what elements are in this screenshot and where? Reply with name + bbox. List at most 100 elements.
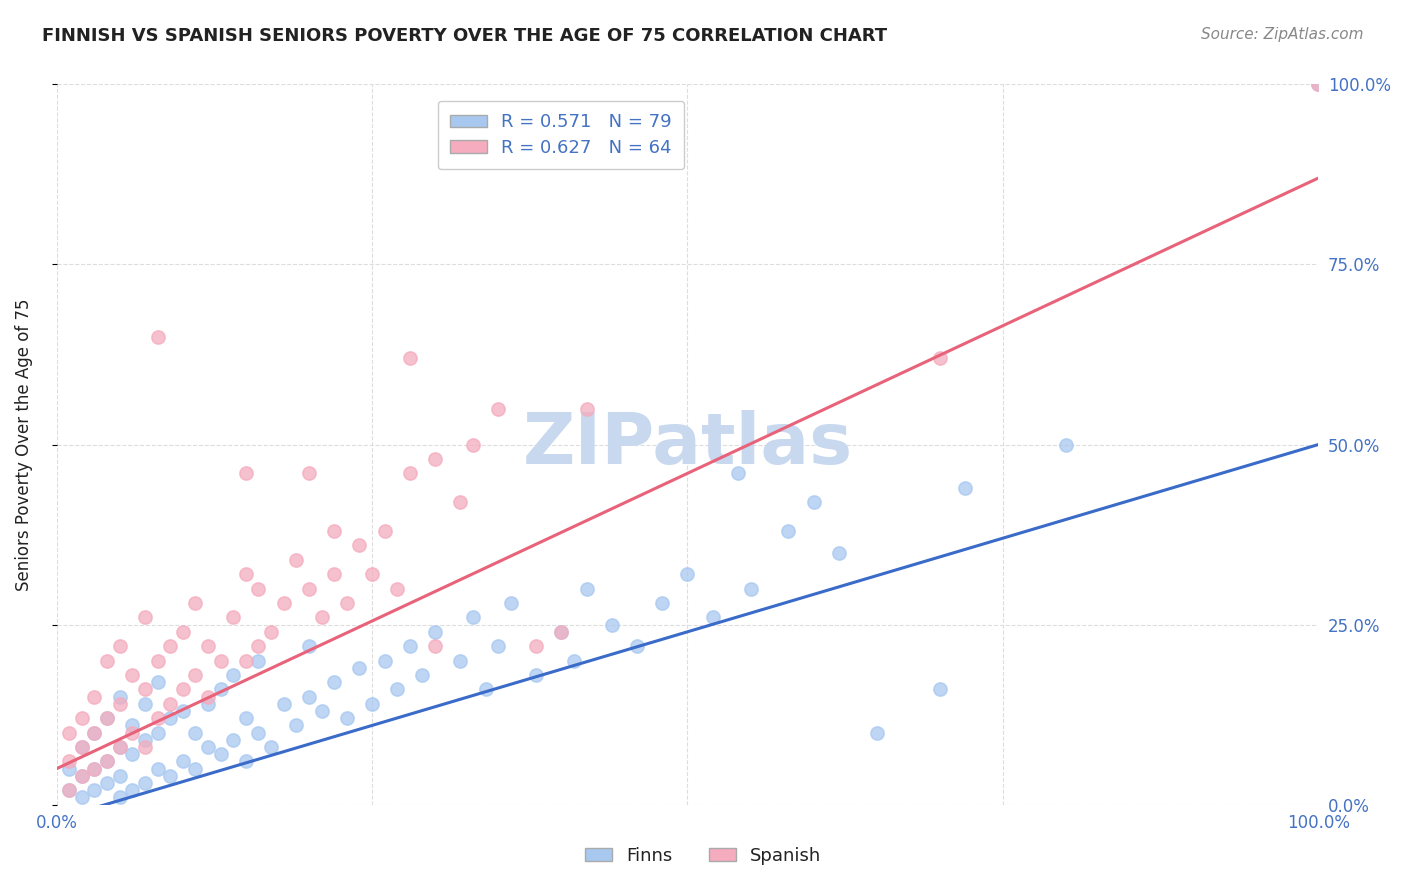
- Point: [235, 467, 257, 481]
- Point: [70, 790, 93, 805]
- Point: [146, 654, 169, 668]
- Point: [70, 769, 93, 783]
- Point: [209, 654, 232, 668]
- Point: [423, 639, 446, 653]
- Point: [159, 711, 181, 725]
- Point: [146, 329, 169, 343]
- Point: [146, 711, 169, 725]
- Point: [209, 747, 232, 762]
- Point: [676, 567, 699, 582]
- Point: [651, 596, 673, 610]
- Point: [423, 624, 446, 639]
- Point: [411, 668, 433, 682]
- Point: [146, 675, 169, 690]
- Point: [247, 725, 270, 739]
- Point: [159, 639, 181, 653]
- Point: [323, 524, 346, 538]
- Point: [550, 624, 572, 639]
- Point: [108, 769, 131, 783]
- Point: [96, 654, 118, 668]
- Point: [323, 675, 346, 690]
- Legend: Finns, Spanish: Finns, Spanish: [575, 838, 831, 874]
- Point: [96, 711, 118, 725]
- Point: [778, 524, 800, 538]
- Point: [197, 740, 219, 755]
- Legend: R = 0.571   N = 79, R = 0.627   N = 64: R = 0.571 N = 79, R = 0.627 N = 64: [437, 101, 685, 169]
- Point: [928, 351, 950, 365]
- Point: [58, 783, 80, 797]
- Point: [311, 610, 333, 624]
- Point: [247, 639, 270, 653]
- Point: [172, 704, 194, 718]
- Y-axis label: Seniors Poverty Over the Age of 75: Seniors Poverty Over the Age of 75: [15, 298, 32, 591]
- Point: [172, 682, 194, 697]
- Point: [953, 481, 976, 495]
- Point: [58, 783, 80, 797]
- Point: [336, 596, 359, 610]
- Point: [866, 725, 889, 739]
- Point: [626, 639, 648, 653]
- Point: [575, 401, 598, 416]
- Point: [486, 401, 509, 416]
- Point: [399, 351, 422, 365]
- Point: [387, 582, 409, 596]
- Point: [349, 661, 371, 675]
- Point: [108, 740, 131, 755]
- Point: [486, 639, 509, 653]
- Point: [134, 740, 156, 755]
- Point: [70, 769, 93, 783]
- Point: [235, 567, 257, 582]
- Point: [70, 740, 93, 755]
- Point: [108, 639, 131, 653]
- Point: [399, 467, 422, 481]
- Point: [1308, 78, 1330, 92]
- Point: [108, 697, 131, 711]
- Point: [486, 106, 509, 120]
- Point: [222, 732, 245, 747]
- Point: [197, 697, 219, 711]
- Point: [702, 610, 724, 624]
- Point: [928, 682, 950, 697]
- Point: [70, 711, 93, 725]
- Point: [273, 697, 295, 711]
- Point: [361, 567, 384, 582]
- Point: [96, 755, 118, 769]
- Point: [349, 538, 371, 552]
- Point: [134, 610, 156, 624]
- Point: [399, 639, 422, 653]
- Point: [298, 582, 321, 596]
- Point: [499, 596, 522, 610]
- Point: [83, 725, 105, 739]
- Point: [134, 776, 156, 790]
- Point: [209, 682, 232, 697]
- Point: [828, 546, 851, 560]
- Point: [562, 654, 585, 668]
- Point: [121, 718, 143, 732]
- Point: [323, 567, 346, 582]
- Point: [298, 639, 321, 653]
- Point: [285, 718, 308, 732]
- Point: [311, 704, 333, 718]
- Point: [387, 682, 409, 697]
- Point: [96, 711, 118, 725]
- Point: [96, 755, 118, 769]
- Point: [524, 668, 547, 682]
- Point: [740, 582, 762, 596]
- Point: [121, 783, 143, 797]
- Point: [550, 624, 572, 639]
- Point: [1308, 78, 1330, 92]
- Point: [222, 668, 245, 682]
- Text: Source: ZipAtlas.com: Source: ZipAtlas.com: [1201, 27, 1364, 42]
- Point: [159, 697, 181, 711]
- Point: [121, 725, 143, 739]
- Point: [575, 582, 598, 596]
- Text: FINNISH VS SPANISH SENIORS POVERTY OVER THE AGE OF 75 CORRELATION CHART: FINNISH VS SPANISH SENIORS POVERTY OVER …: [42, 27, 887, 45]
- Point: [449, 495, 471, 509]
- Point: [184, 725, 207, 739]
- Point: [803, 495, 825, 509]
- Point: [524, 639, 547, 653]
- Point: [58, 762, 80, 776]
- Point: [374, 524, 396, 538]
- Point: [260, 740, 283, 755]
- Point: [70, 740, 93, 755]
